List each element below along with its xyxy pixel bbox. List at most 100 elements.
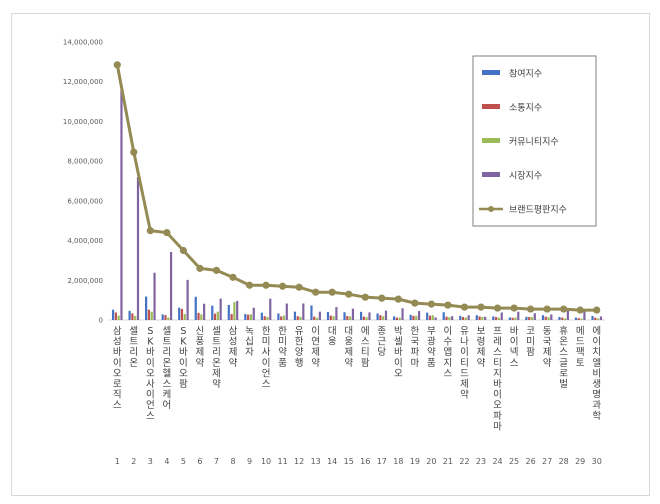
bar-소통지수-2 — [131, 313, 134, 320]
point-브랜드평판지수-10 — [262, 281, 270, 289]
brand-reputation-chart: 0 2,000,000 4,000,000 6,000,000 8,000,000 10,… — [63, 39, 605, 466]
bar-참여지수-27 — [541, 315, 545, 320]
bar-소통지수-19 — [412, 315, 415, 320]
bar-소통지수-20 — [428, 315, 432, 320]
bar-커뮤니티지수-19 — [415, 315, 418, 320]
point-브랜드평판지수-4 — [163, 229, 171, 237]
legend-swatch-참여지수 — [482, 70, 500, 75]
bar-커뮤니티지수-9 — [249, 314, 253, 320]
bar-시장지수-28 — [566, 310, 569, 320]
y-tick-label: 12,000,000 — [63, 78, 103, 86]
bar-소통지수-29 — [577, 318, 580, 320]
x-category-number: 25 — [509, 457, 519, 466]
bar-소통지수-27 — [544, 316, 547, 320]
point-브랜드평판지수-28 — [560, 305, 568, 313]
bar-참여지수-21 — [442, 312, 445, 320]
bar-커뮤니티지수-20 — [431, 315, 434, 320]
x-category-number: 9 — [247, 457, 252, 466]
bar-커뮤니티지수-24 — [497, 317, 501, 320]
x-category-number: 29 — [575, 457, 585, 466]
bar-커뮤니티지수-23 — [481, 317, 484, 320]
bar-커뮤니티지수-26 — [530, 317, 534, 320]
y-tick-label: 0 — [99, 317, 103, 325]
bar-참여지수-10 — [260, 312, 263, 320]
bar-참여지수-25 — [508, 317, 511, 320]
bar-시장지수-7 — [219, 298, 222, 320]
x-category-number: 3 — [148, 457, 153, 466]
point-브랜드평판지수-16 — [361, 293, 369, 301]
bar-소통지수-7 — [213, 313, 217, 320]
point-브랜드평판지수-14 — [328, 288, 336, 296]
bar-참여지수-11 — [277, 313, 280, 320]
bar-시장지수-20 — [434, 317, 437, 320]
bar-시장지수-9 — [252, 307, 255, 320]
legend-label-참여지수: 참여지수 — [509, 68, 542, 80]
bar-소통지수-26 — [528, 317, 531, 320]
x-category-number: 22 — [459, 457, 469, 466]
x-category-number: 2 — [131, 457, 136, 466]
x-category-number: 7 — [214, 457, 219, 466]
bar-시장지수-14 — [335, 307, 338, 320]
point-브랜드평판지수-7 — [212, 266, 221, 274]
point-브랜드평판지수-9 — [245, 281, 254, 289]
x-category-number: 24 — [492, 457, 502, 466]
bar-커뮤니티지수-12 — [299, 316, 302, 320]
bar-시장지수-2 — [136, 177, 140, 320]
bar-커뮤니티지수-22 — [464, 317, 467, 320]
x-category-number: 26 — [526, 457, 536, 466]
point-브랜드평판지수-30 — [593, 306, 601, 314]
bar-참여지수-23 — [475, 315, 478, 320]
legend-label-소통지수: 소통지수 — [509, 103, 542, 114]
point-브랜드평판지수-23 — [477, 303, 485, 311]
bar-소통지수-18 — [395, 317, 399, 320]
legend-label-브랜드평판지수: 브랜드평판지수 — [509, 205, 567, 216]
bar-커뮤니티지수-28 — [563, 318, 567, 320]
bar-소통지수-13 — [313, 316, 316, 320]
chart-frame: 0 2,000,000 4,000,000 6,000,000 8,000,000 10,… — [11, 13, 650, 496]
bar-커뮤니티지수-17 — [382, 316, 385, 320]
legend-label-커뮤니티지수: 커뮤니티지수 — [509, 137, 559, 148]
bar-소통지수-22 — [461, 317, 465, 320]
x-category-number: 23 — [476, 457, 486, 466]
bar-소통지수-28 — [561, 317, 564, 320]
bar-참여지수-16 — [359, 311, 363, 320]
x-category-number: 27 — [542, 457, 552, 466]
bar-참여지수-13 — [310, 305, 313, 320]
bar-참여지수-22 — [459, 315, 462, 320]
bar-참여지수-2 — [128, 310, 131, 320]
x-category-number: 28 — [559, 457, 569, 466]
bar-커뮤니티지수-2 — [134, 316, 137, 320]
bar-시장지수-16 — [368, 312, 371, 320]
point-브랜드평판지수-21 — [444, 301, 452, 309]
bar-커뮤니티지수-4 — [167, 317, 170, 320]
bar-시장지수-24 — [500, 312, 503, 320]
bar-참여지수-6 — [194, 296, 197, 320]
bar-소통지수-14 — [329, 315, 332, 320]
bar-참여지수-26 — [525, 316, 528, 320]
bar-참여지수-19 — [409, 314, 412, 320]
bar-커뮤니티지수-18 — [398, 317, 401, 320]
bar-참여지수-30 — [591, 316, 594, 320]
y-tick-label: 4,000,000 — [67, 237, 103, 245]
point-브랜드평판지수-11 — [279, 282, 287, 290]
bar-커뮤니티지수-21 — [448, 317, 451, 320]
bar-커뮤니티지수-10 — [266, 316, 269, 320]
point-브랜드평판지수-1 — [113, 61, 121, 69]
point-브랜드평판지수-25 — [510, 304, 518, 312]
bar-커뮤니티지수-5 — [183, 314, 186, 320]
bar-참여지수-14 — [326, 312, 330, 320]
bar-참여지수-28 — [558, 317, 561, 320]
point-브랜드평판지수-3 — [146, 227, 154, 235]
